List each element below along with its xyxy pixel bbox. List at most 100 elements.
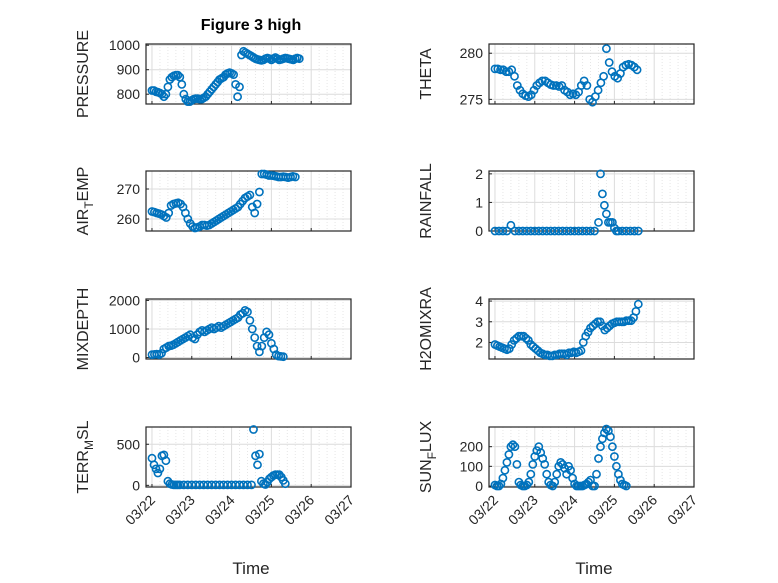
sun-flux-y-ticks: 0 100 200 — [460, 439, 695, 494]
sun-flux-point-60 — [610, 452, 619, 461]
sun-flux-point-58 — [606, 432, 615, 442]
theta-point-40 — [602, 44, 611, 53]
sun-flux-point-38 — [566, 465, 575, 475]
right-xlabel: Time — [575, 559, 612, 578]
sun-flux-point-31 — [552, 469, 562, 479]
mixdepth-point-46 — [257, 341, 267, 351]
air-temp-point-60 — [290, 172, 300, 182]
rainfall-markers — [490, 169, 643, 236]
terr-msl-point-46 — [274, 470, 284, 480]
terr-msl-point-14 — [175, 480, 185, 490]
sun-flux-point-51 — [592, 469, 601, 479]
mixdepth-ytick-label-0: 0 — [132, 350, 140, 366]
pressure-ytick-label-1: 900 — [117, 62, 141, 78]
rainfall-point-4 — [506, 220, 516, 230]
rainfall-ylabel: RAINFALL — [418, 163, 435, 239]
sun-flux-ytick-label-2: 200 — [460, 439, 484, 455]
sun-flux-point-8 — [506, 442, 516, 452]
subplot-theta: 275 280 THETA — [418, 43, 695, 107]
terr-msl-point-3 — [153, 468, 163, 478]
sun-flux-point-5 — [500, 465, 510, 475]
terr-msl-point-49 — [280, 479, 290, 489]
mixdepth-point-42 — [247, 324, 257, 334]
pressure-y-ticks: 800 900 1000 — [109, 37, 352, 104]
terr-msl-point-36 — [254, 449, 264, 459]
mixdepth-ytick-label-2: 2000 — [109, 292, 140, 308]
rainfall-point-41 — [633, 226, 643, 236]
air-temp-ytick-label-0: 260 — [117, 211, 141, 227]
h2omixra-ytick-label-0: 2 — [475, 334, 483, 350]
subplot-pressure: 800 900 1000 PRESSURE — [75, 30, 352, 118]
theta-markers — [490, 44, 642, 107]
mixdepth-point-4 — [157, 348, 166, 358]
rainfall-point-25 — [590, 226, 599, 236]
pressure-point-74 — [294, 54, 304, 64]
terr-msl-point-31 — [243, 480, 252, 490]
mixdepth-point-18 — [190, 334, 200, 344]
mixdepth-grid — [146, 299, 352, 359]
theta-point-4 — [501, 67, 511, 77]
sun-flux-point-26 — [542, 469, 552, 479]
mixdepth-ytick-label-1: 1000 — [109, 321, 140, 337]
terr-msl-point-2 — [151, 464, 161, 474]
sun-flux-ytick-label-0: 0 — [475, 478, 483, 494]
rainfall-point-30 — [602, 209, 611, 219]
subplot-h2omixra: 2 3 4 H2OMIXRA — [418, 287, 695, 371]
pressure-ylabel: PRESSURE — [75, 30, 92, 118]
subplot-air-temp: 260 270 AIRTEMP — [75, 167, 352, 236]
sun-flux-ytick-label-1: 100 — [460, 458, 484, 474]
sun-flux-markers — [490, 424, 631, 491]
air-temp-point-7 — [164, 208, 174, 218]
terr-msl-point-4 — [155, 464, 165, 474]
sun-flux-point-19 — [528, 459, 538, 469]
terr-msl-point-39 — [260, 480, 270, 489]
pressure-point-44 — [235, 82, 244, 92]
figure-title: Figure 3 high — [201, 17, 301, 34]
terr-msl-point-32 — [247, 480, 256, 490]
h2omixra-ylabel: H2OMIXRA — [418, 287, 435, 371]
theta-point-2 — [496, 65, 505, 75]
sun-flux-point-59 — [608, 442, 617, 452]
terr-msl-ytick-label-0: 0 — [132, 477, 140, 493]
h2omixra-axes-box — [488, 298, 695, 360]
rainfall-point-33 — [608, 217, 617, 227]
terr-msl-point-25 — [219, 480, 228, 490]
terr-msl-point-33 — [249, 425, 258, 434]
air-temp-point-41 — [245, 190, 255, 200]
sun-flux-point-50 — [590, 481, 599, 491]
sun-flux-point-18 — [526, 469, 536, 479]
h2omixra-ytick-label-2: 4 — [475, 293, 483, 309]
terr-msl-point-30 — [239, 480, 248, 490]
rainfall-point-26 — [594, 217, 603, 227]
pressure-ytick-label-0: 800 — [117, 86, 141, 102]
air-temp-ylabel: AIRTEMP — [75, 167, 96, 236]
sun-flux-point-33 — [556, 457, 566, 467]
pressure-axes-box — [145, 43, 352, 105]
terr-msl-point-35 — [253, 460, 262, 470]
subplot-mixdepth: 0 1000 2000 MIXDEPTH — [75, 288, 352, 370]
air-temp-point-15 — [183, 214, 193, 224]
mixdepth-point-49 — [264, 330, 274, 340]
air-temp-markers — [147, 169, 300, 233]
h2omixra-point-36 — [576, 346, 586, 356]
theta-point-37 — [593, 85, 603, 95]
mixdepth-point-41 — [245, 315, 255, 325]
rainfall-point-3 — [502, 226, 512, 236]
h2omixra-ytick-label-1: 3 — [475, 314, 483, 330]
air-temp-point-6 — [161, 213, 171, 222]
terr-msl-ylabel: TERRMSL — [75, 420, 96, 493]
theta-ytick-label-1: 280 — [460, 45, 484, 61]
sun-flux-ylabel: SUNFLUX — [418, 421, 439, 494]
pressure-point-43 — [233, 92, 242, 102]
terr-msl-point-21 — [203, 480, 213, 490]
sun-flux-point-7 — [504, 450, 514, 459]
theta-point-41 — [604, 58, 614, 67]
subplot-rainfall: 0 1 2 RAINFALL — [418, 163, 695, 239]
mixdepth-point-43 — [250, 333, 260, 342]
pressure-point-15 — [177, 80, 187, 89]
sun-flux-point-52 — [594, 454, 603, 463]
mixdepth-y-ticks: 0 1000 2000 — [109, 292, 352, 366]
sun-flux-point-4 — [498, 473, 508, 483]
sun-flux-point-2 — [494, 481, 504, 491]
terr-msl-point-19 — [195, 480, 205, 490]
